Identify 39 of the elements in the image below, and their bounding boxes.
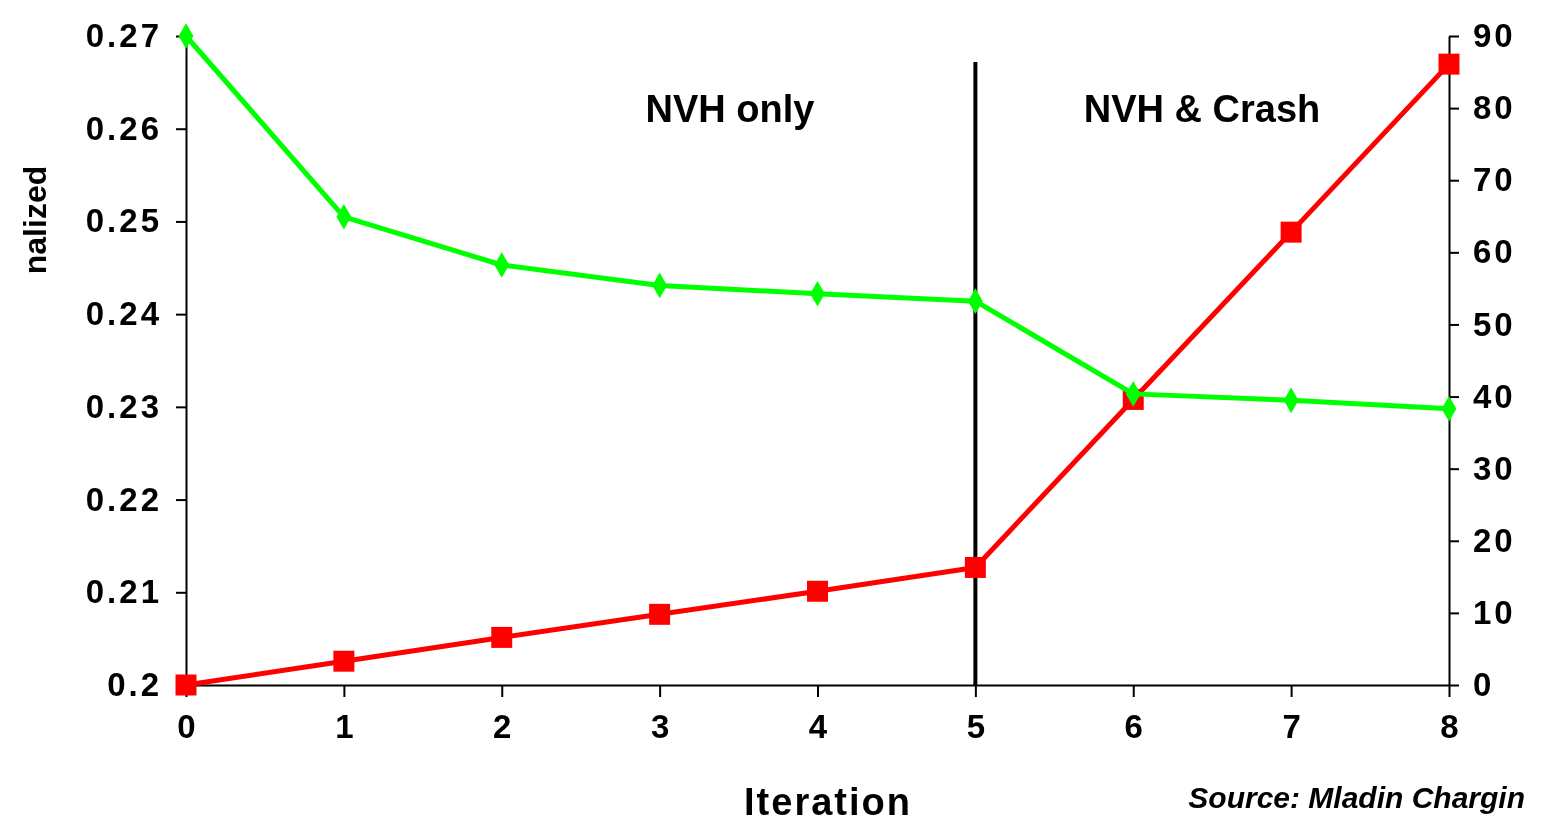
x-tick-label: 4 bbox=[808, 708, 828, 745]
y2-tick-label: 10 bbox=[1473, 593, 1516, 631]
annotation: NVH & Crash bbox=[1083, 88, 1321, 130]
y2-tick-label: 0 bbox=[1473, 666, 1495, 704]
y2-tick-label: 90 bbox=[1473, 17, 1516, 55]
point bbox=[1438, 53, 1460, 75]
y2-tick-label: 30 bbox=[1473, 449, 1516, 487]
y-tick-label: 0.2 bbox=[107, 666, 162, 704]
point bbox=[649, 603, 671, 625]
x-tick-label: 3 bbox=[650, 708, 670, 745]
y-axis-title: nalized bbox=[17, 165, 53, 275]
y-tick-label: 0.22 bbox=[85, 480, 162, 518]
x-tick-label: 6 bbox=[1124, 708, 1143, 745]
y-tick-label: 0.27 bbox=[85, 17, 162, 55]
point bbox=[1280, 221, 1302, 243]
point bbox=[491, 626, 513, 648]
y-tick-label: 0.23 bbox=[85, 387, 162, 425]
y-tick-label: 0.26 bbox=[85, 109, 162, 147]
source-note: Source: Mladin Chargin bbox=[1188, 781, 1525, 814]
y-tick-label: 0.21 bbox=[85, 573, 162, 611]
annotation: NVH only bbox=[645, 88, 815, 130]
y2-tick-label: 40 bbox=[1473, 377, 1516, 415]
point bbox=[964, 556, 986, 578]
x-axis-title: Iteration bbox=[744, 781, 912, 822]
x-tick-label: 1 bbox=[335, 708, 354, 745]
y-tick-label: 0.24 bbox=[85, 295, 162, 333]
y2-tick-label: 80 bbox=[1473, 89, 1516, 127]
y2-tick-label: 70 bbox=[1473, 161, 1516, 199]
y2-tick-label: 20 bbox=[1473, 521, 1516, 559]
x-tick-label: 7 bbox=[1282, 708, 1301, 745]
x-tick-label: 8 bbox=[1440, 708, 1459, 745]
x-tick-label: 0 bbox=[177, 708, 196, 745]
y2-tick-label: 50 bbox=[1473, 305, 1516, 343]
point bbox=[333, 650, 355, 672]
x-tick-label: 5 bbox=[966, 708, 986, 745]
y-tick-label: 0.25 bbox=[85, 202, 162, 240]
y2-tick-label: 60 bbox=[1473, 233, 1516, 271]
x-tick-label: 2 bbox=[493, 708, 512, 745]
point bbox=[807, 580, 828, 602]
